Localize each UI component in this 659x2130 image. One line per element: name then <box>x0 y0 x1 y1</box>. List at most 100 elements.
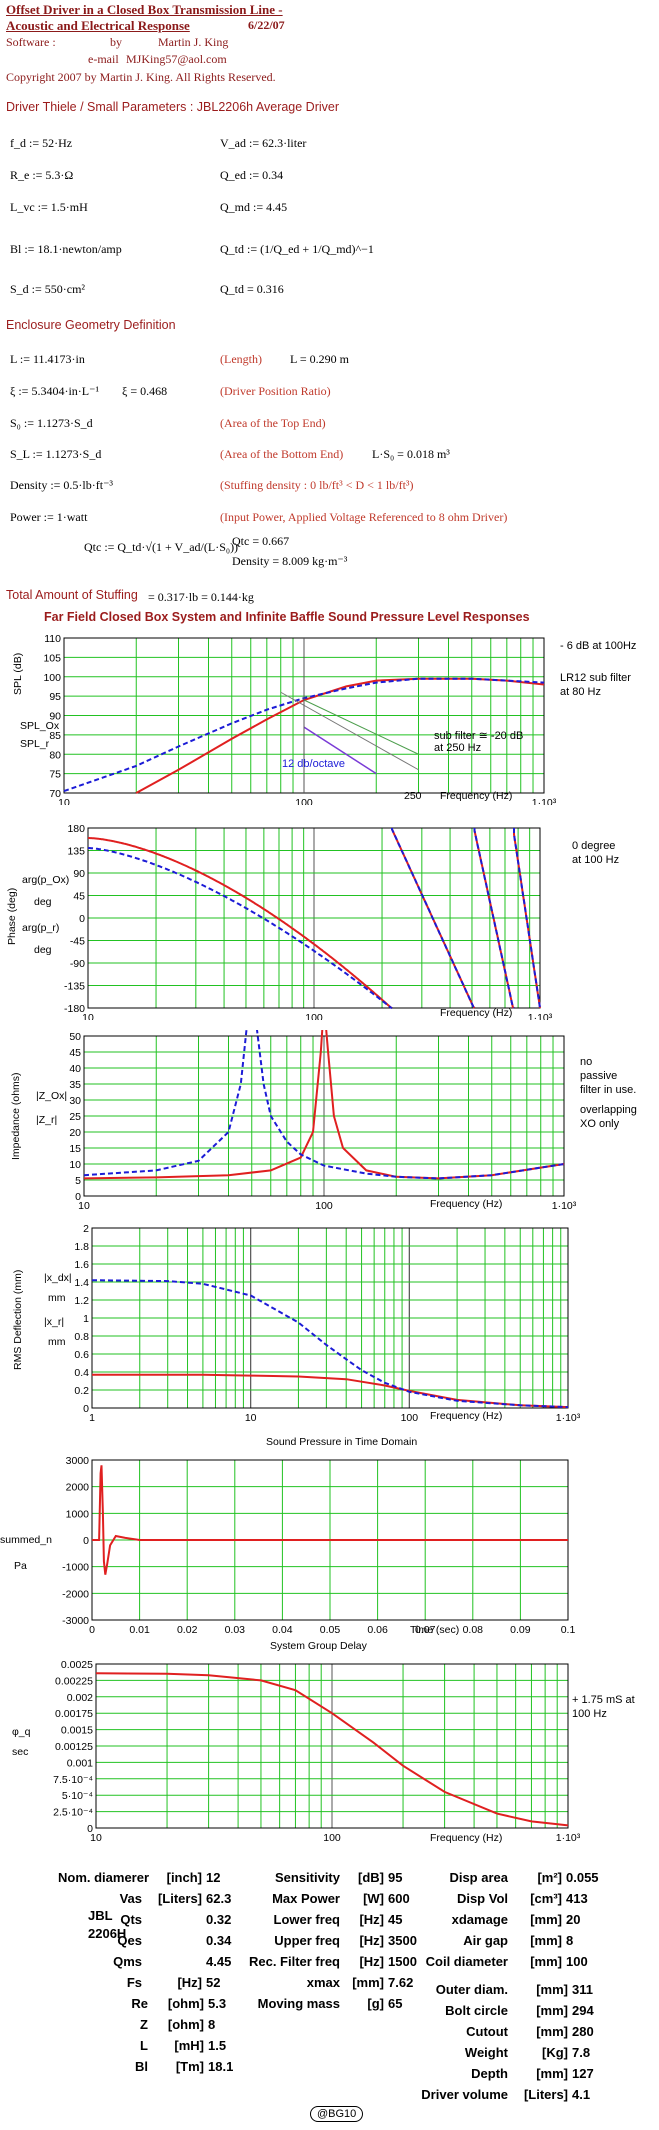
y-tick-label: 1 <box>83 1313 89 1325</box>
spec-label: Lower freq <box>273 1912 340 1927</box>
spec-unit: [Kg] <box>542 2045 568 2060</box>
slope-line <box>303 726 377 775</box>
y-tick-label: 35 <box>69 1079 81 1091</box>
group-delay-chart: 0 2.5·10⁻⁴ 5·10⁻⁴ 7.5·10⁻⁴ 0.001 0.00125 0.001… <box>53 1659 581 1844</box>
enc-S0-note: (Area of the Top End) <box>220 416 326 430</box>
spec-unit: [W] <box>363 1891 384 1906</box>
spec-unit: [Hz] <box>177 1975 202 1990</box>
y-tick-label: 20 <box>69 1127 81 1139</box>
x-tick-label: 1 <box>89 1412 95 1422</box>
y-tick-label: 70 <box>49 788 61 800</box>
x-tick-label: 0.08 <box>463 1624 484 1636</box>
spec-label: Air gap <box>463 1933 508 1948</box>
y-tick-label: 5 <box>75 1175 81 1187</box>
spec-unit: [Liters] <box>523 2087 568 2102</box>
enc-SL-note: (Area of the Bottom End) <box>220 447 344 461</box>
spec-label: L <box>140 2038 148 2053</box>
spec-label: Fs <box>126 1975 142 1990</box>
time-s1: summed_n <box>0 1534 52 1546</box>
x-tick-label: 100 <box>401 1412 419 1422</box>
software-label: Software : <box>6 35 56 49</box>
x-tick-label: 1·10³ <box>552 1200 577 1212</box>
y-tick-label: 45 <box>73 891 85 903</box>
param-qmd: Q_md := 4.45 <box>220 200 288 214</box>
x-tick-label: 0.07 <box>415 1624 436 1636</box>
spl-chart: 70 75 80 85 90 95 100 105 110 10 100 1·10³ <box>43 633 557 805</box>
y-tick-label: 0.8 <box>74 1331 89 1343</box>
y-tick-label: 0.002 <box>67 1692 93 1704</box>
author-name: Martin J. King <box>158 35 229 49</box>
enc-density-val: Density = 8.009 kg·m⁻³ <box>232 554 348 568</box>
y-tick-label: -1000 <box>62 1562 89 1574</box>
spec-label: Re <box>131 1996 148 2011</box>
spl-plot-title: Far Field Closed Box System and Infinite… <box>44 610 530 624</box>
phase-ylabel: Phase (deg) <box>6 887 18 945</box>
x-tick-label: 0.09 <box>510 1624 531 1636</box>
y-tick-label: -2000 <box>62 1588 89 1600</box>
x-tick-label: 10 <box>82 1012 94 1020</box>
spec-value: 413 <box>566 1891 588 1906</box>
y-tick-label: 0.2 <box>74 1385 89 1397</box>
plot-frame <box>95 1663 569 1829</box>
y-tick-label: -90 <box>70 958 85 970</box>
spec-label: Vas <box>119 1891 142 1906</box>
spec-unit: [Tm] <box>175 2059 204 2074</box>
spec-label: Outer diam. <box>435 1982 508 1997</box>
spl-series2-label: SPL_r <box>20 738 50 750</box>
x-tick-label: 0 <box>89 1624 95 1636</box>
spec-unit: [Hz] <box>359 1933 384 1948</box>
phase-s1: arg(p_Ox) <box>22 874 70 886</box>
enc-S0: S₀ := 1.1273·S_d <box>10 416 93 430</box>
spec-label: Qts <box>120 1912 142 1927</box>
spec-value: 65 <box>388 1996 403 2011</box>
doc-title-line1: Offset Driver in a Closed Box Transmissi… <box>6 2 283 17</box>
spec-label: Driver volume <box>421 2087 508 2102</box>
time-chart: -3000 -2000 -1000 0 1000 2000 3000 0 0.01 0.02 0.0… <box>62 1455 575 1636</box>
spec-unit: [Liters] <box>157 1891 202 1906</box>
spec-value: 294 <box>572 2003 594 2018</box>
gd-s1: φ_q <box>12 1726 31 1738</box>
spec-value: 95 <box>388 1870 403 1885</box>
spec-unit: [mm] <box>536 2003 568 2018</box>
y-tick-label: 0.00175 <box>55 1708 93 1720</box>
impedance-chart: 0 5 10 15 20 25 30 35 40 45 50 10 100 1·10³ <box>69 1030 577 1212</box>
enc-SL: S_L := 1.1273·S_d <box>10 447 102 461</box>
defl-xlabel: Frequency (Hz) <box>430 1410 503 1422</box>
enc-L-note: (Length) <box>220 352 262 366</box>
y-tick-label: 0.4 <box>74 1367 89 1379</box>
spec-label: Qes <box>117 1933 142 1948</box>
stuffing-value: = 0.317·lb = 0.144·kg <box>148 590 254 604</box>
spec-label: Cutout <box>466 2024 508 2039</box>
y-tick-label: 105 <box>43 652 61 664</box>
enc-xi-val: ξ = 0.468 <box>122 384 168 398</box>
spl-ann1: sub filter ≅ -20 dB <box>434 730 524 742</box>
enc-LS0: L·S₀ = 0.018 m³ <box>372 447 450 461</box>
plot-frame <box>91 1227 569 1409</box>
x-tick-label: 10 <box>58 797 70 805</box>
imp-note4: overlapping <box>580 1104 637 1116</box>
series-line <box>91 1279 569 1409</box>
spec-label: Rec. Filter freq <box>248 1954 340 1969</box>
x-tick-label: 10 <box>90 1832 102 1844</box>
imp-ylabel: Impedance (ohms) <box>10 1072 22 1160</box>
spec-unit: [mm] <box>530 1954 562 1969</box>
y-tick-label: 1.6 <box>74 1259 89 1271</box>
time-xlabel: Time (sec) <box>410 1624 460 1636</box>
enclosure-heading: Enclosure Geometry Definition <box>6 318 176 332</box>
x-tick-label: 10 <box>78 1200 90 1212</box>
spec-value: 0.055 <box>566 1870 599 1885</box>
spec-label: Depth <box>471 2066 508 2081</box>
x-tick-label: 10 <box>245 1412 257 1422</box>
spec-label: Disp Vol <box>456 1891 508 1906</box>
enc-qtc: Qtc = 0.667 <box>232 534 290 548</box>
spec-label: Qms <box>113 1954 142 1969</box>
spec-value: 52 <box>206 1975 221 1990</box>
spec-unit: [mm] <box>530 1912 562 1927</box>
imp-note3: filter in use. <box>580 1084 637 1096</box>
phase-unit1: deg <box>34 896 52 908</box>
x-tick-label: 1·10³ <box>532 797 557 805</box>
spec-value: 7.62 <box>388 1975 414 1990</box>
email-address[interactable]: MJKing57@aol.com <box>126 52 227 66</box>
spec-value: 3500 <box>388 1933 417 1948</box>
y-tick-label: 180 <box>67 823 85 835</box>
